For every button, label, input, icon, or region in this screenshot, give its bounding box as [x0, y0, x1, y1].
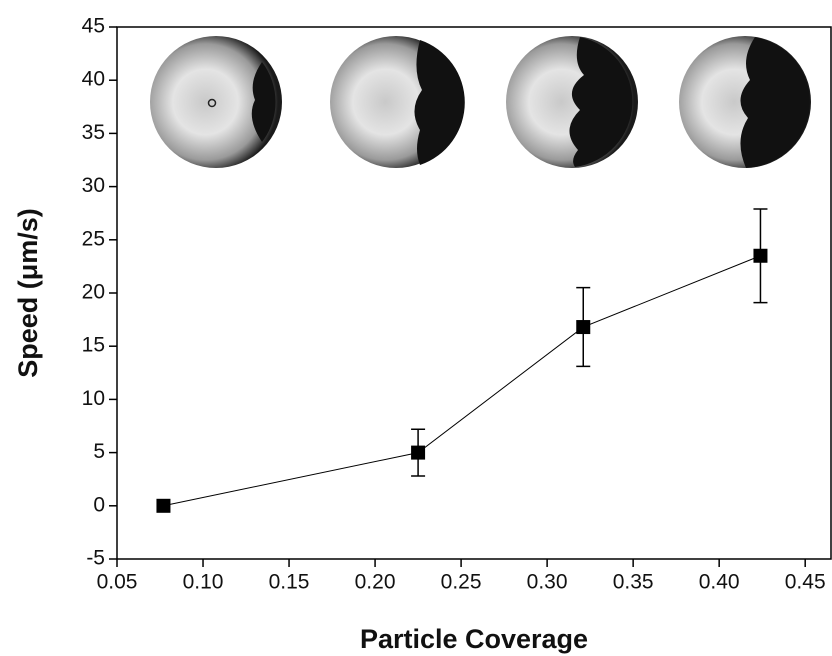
inset-images [150, 36, 811, 168]
chart: Particle Coverage Speed (μm/s) -5 0 5 10 15 2… [0, 0, 832, 656]
y-tick-label: 35 [82, 121, 105, 144]
y-tick-label: 10 [82, 387, 105, 410]
x-tick-label: 0.10 [183, 571, 224, 594]
x-tick-label: 0.30 [527, 571, 568, 594]
x-axis-title: Particle Coverage [360, 624, 588, 654]
data-line [163, 256, 760, 506]
x-tick-label: 0.05 [97, 571, 138, 594]
y-tick-label: -5 [86, 547, 105, 570]
data-point [753, 249, 767, 263]
y-tick-label: 25 [82, 227, 105, 250]
inset-image [150, 36, 282, 168]
y-tick-label: 0 [93, 493, 105, 516]
data-point [411, 446, 425, 460]
x-tick-label: 0.15 [269, 571, 310, 594]
x-tick-label: 0.40 [699, 571, 740, 594]
y-tick-label: 40 [82, 68, 105, 91]
inset-image [506, 36, 638, 168]
y-tick-label: 20 [82, 281, 105, 304]
data-point [576, 320, 590, 334]
y-axis-title: Speed (μm/s) [13, 208, 43, 378]
x-tick-label: 0.35 [613, 571, 654, 594]
y-tick-label: 30 [82, 174, 105, 197]
x-tick-label: 0.20 [355, 571, 396, 594]
y-tick-label: 45 [82, 15, 105, 38]
y-tick-label: 5 [93, 440, 105, 463]
data-point [156, 499, 170, 513]
y-tick-label: 15 [82, 334, 105, 357]
x-tick-label: 0.25 [441, 571, 482, 594]
x-tick-label: 0.45 [785, 571, 826, 594]
inset-image [679, 36, 811, 168]
page: {"chart_data": {"type": "line", "x_label… [0, 0, 832, 656]
inset-image [330, 36, 465, 168]
